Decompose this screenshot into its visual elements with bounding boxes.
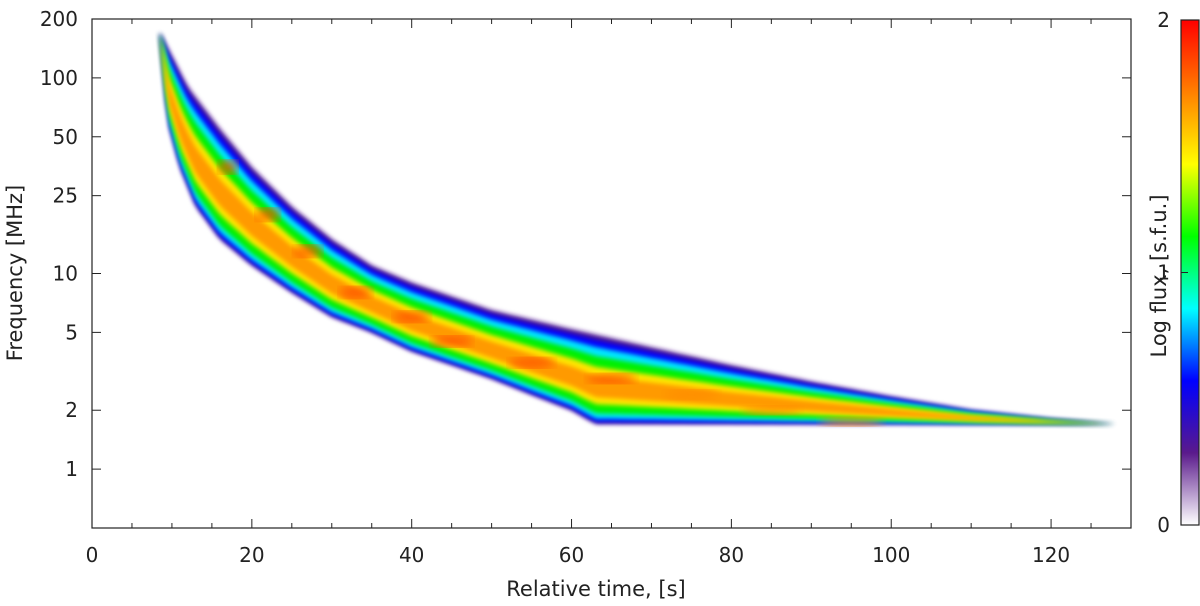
y-axis-title: Frequency [MHz]	[3, 185, 27, 361]
emission-peak-spot	[339, 286, 373, 299]
emission-peak-spot	[663, 389, 720, 400]
colorbar-title: Log flux, [s.f.u.]	[1147, 194, 1171, 357]
emission-region	[159, 32, 1115, 427]
x-tick-label: 80	[719, 543, 744, 567]
emission-peak-spot	[430, 335, 473, 348]
emission-peak-spot	[392, 310, 431, 323]
y-tick-label: 50	[53, 125, 78, 149]
y-tick-label: 1	[65, 457, 78, 481]
emission-peak-spot	[293, 244, 323, 258]
y-tick-label: 10	[53, 262, 78, 286]
x-tick-label: 120	[1032, 543, 1070, 567]
y-tick-label: 100	[40, 66, 78, 90]
colorbar-tick-label: 2	[1157, 8, 1170, 32]
y-tick-label: 2	[65, 398, 78, 422]
emission-peak-spot	[586, 373, 637, 384]
x-tick-label: 60	[559, 543, 584, 567]
colorbar-tick-label: 1	[1157, 261, 1170, 285]
y-tick-label: 25	[53, 184, 78, 208]
x-tick-label: 20	[239, 543, 264, 567]
emission-peak-spot	[819, 417, 884, 427]
plot-area	[91, 18, 1132, 529]
colorbar-ticks: 0 1 2	[1157, 8, 1188, 537]
x-tick-label: 0	[86, 543, 99, 567]
y-tick-label: 5	[65, 320, 78, 344]
x-axis-title: Relative time, [s]	[506, 577, 685, 601]
x-tick-label: 40	[399, 543, 424, 567]
emission-peak-spot	[255, 207, 281, 222]
colorbar-tick-label: 0	[1157, 513, 1170, 537]
emission-peak-spot	[508, 357, 555, 369]
emission-peak-spot	[217, 160, 238, 175]
y-tick-label: 200	[40, 7, 78, 31]
x-tick-label: 100	[872, 543, 910, 567]
emission-peak-spot	[741, 405, 802, 415]
x-axis-ticks: 0 20 40 60 80 100 120	[86, 19, 1092, 567]
emission-layer-yellow	[159, 33, 1115, 424]
